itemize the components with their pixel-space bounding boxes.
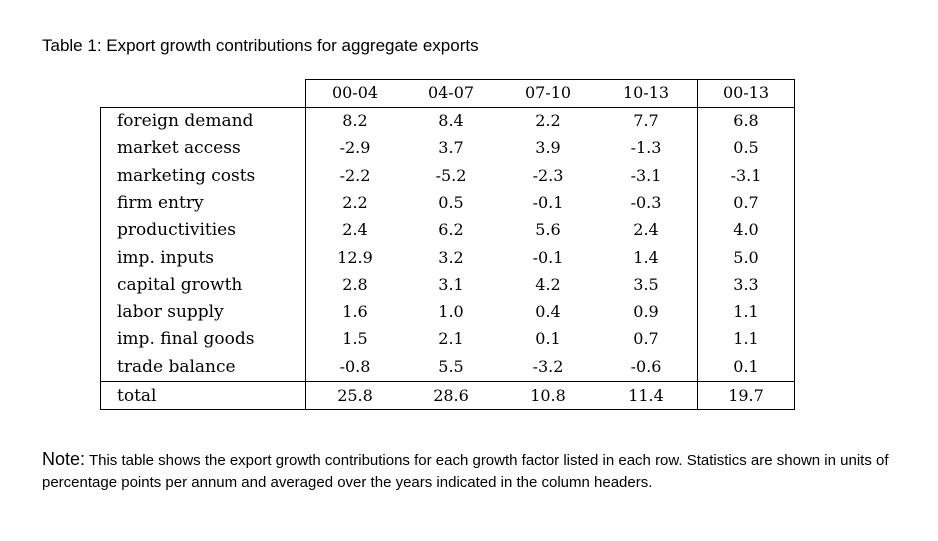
row-label: total [117,386,157,406]
table-cell: 2.8 [342,275,368,294]
table-cell: 1.4 [633,248,659,267]
column-header: 00-13 [722,83,770,102]
row-label: trade balance [117,357,236,377]
table-cell: 1.1 [733,302,759,321]
row-label: imp. final goods [117,329,255,349]
table-cell: 1.0 [438,302,464,321]
table-cell: 0.5 [438,193,464,212]
table-cell: 1.1 [733,329,759,348]
row-label: foreign demand [117,111,254,131]
row-label: imp. inputs [117,248,215,268]
table-cell: 0.1 [733,357,759,376]
table-cell: 0.7 [733,193,759,212]
table-cell: 1.5 [342,329,368,348]
table-cell: 2.4 [342,220,368,239]
table-cell: -1.3 [630,138,662,157]
table-cell: 5.0 [733,248,759,267]
table-note: Note: This table shows the export growth… [42,448,902,494]
table-cell: 6.2 [438,220,464,239]
table-cell: -0.1 [532,248,564,267]
table-cell: -5.2 [435,166,467,185]
table-cell: 0.7 [633,329,659,348]
table-cell: -0.3 [630,193,662,212]
row-label: market access [117,138,241,158]
table-cell: 12.9 [337,248,373,267]
table-cell: 6.8 [733,111,759,130]
table-cell: 10.8 [530,386,566,405]
table-caption: Table 1: Export growth contributions for… [42,36,479,55]
table-cell: 3.1 [438,275,464,294]
table-cell: 3.2 [438,248,464,267]
table-cell: 5.5 [438,357,464,376]
table-cell: 2.2 [535,111,561,130]
table-cell: 5.6 [535,220,561,239]
table-cell: -2.9 [339,138,371,157]
table-cell: -3.1 [730,166,762,185]
row-label: productivities [117,220,236,240]
table-cell: -0.1 [532,193,564,212]
column-header: 00-04 [331,83,379,102]
table-cell: 0.5 [733,138,759,157]
table-cell: 19.7 [728,386,764,405]
table-cell: -0.8 [339,357,371,376]
table-cell: 4.0 [733,220,759,239]
column-header: 07-10 [524,83,572,102]
column-header: 10-13 [622,83,670,102]
column-divider [697,79,698,410]
table-cell: 0.1 [535,329,561,348]
table-cell: 11.4 [628,386,664,405]
table-cell: 2.1 [438,329,464,348]
column-header: 04-07 [427,83,475,102]
row-label: marketing costs [117,166,256,186]
table-cell: 3.5 [633,275,659,294]
table-cell: -3.1 [630,166,662,185]
row-label: firm entry [117,193,204,213]
table-cell: 3.9 [535,138,561,157]
table-cell: -2.2 [339,166,371,185]
table-cell: 28.6 [433,386,469,405]
column-divider [305,79,306,410]
table-cell: 4.2 [535,275,561,294]
table-cell: -0.6 [630,357,662,376]
table-cell: 3.3 [733,275,759,294]
table-cell: 8.4 [438,111,464,130]
table-body-border [100,107,795,410]
note-label: Note: [42,449,86,469]
table-cell: 0.4 [535,302,561,321]
table-cell: -3.2 [532,357,564,376]
row-label: capital growth [117,275,243,295]
table-cell: 8.2 [342,111,368,130]
table-cell: 2.2 [342,193,368,212]
table-cell: 25.8 [337,386,373,405]
row-label: labor supply [117,302,224,322]
table-cell: 1.6 [342,302,368,321]
table-cell: -2.3 [532,166,564,185]
table-cell: 2.4 [633,220,659,239]
table-cell: 7.7 [633,111,659,130]
table-cell: 3.7 [438,138,464,157]
note-text: This table shows the export growth contr… [42,452,889,491]
total-row-divider [100,381,795,382]
table-cell: 0.9 [633,302,659,321]
